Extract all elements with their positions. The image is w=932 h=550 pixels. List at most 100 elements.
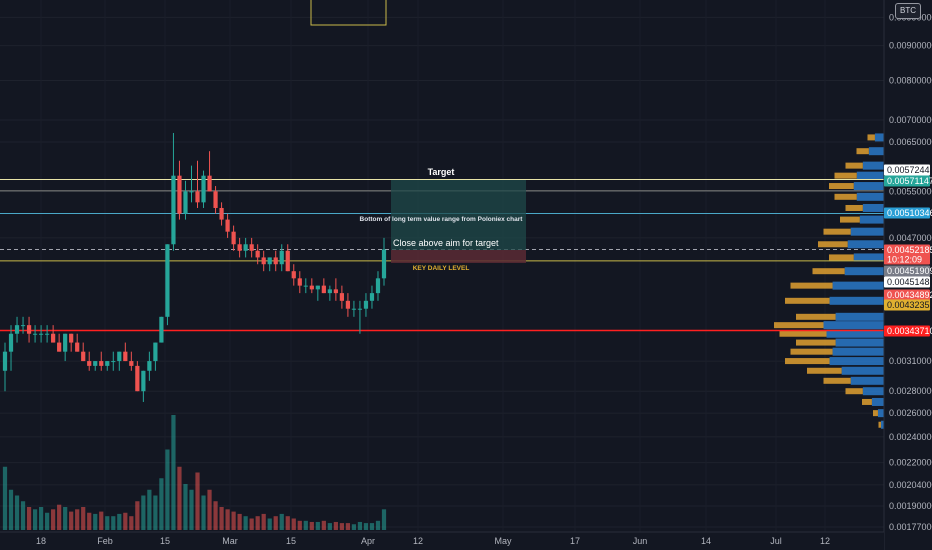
- candle-body: [219, 207, 224, 220]
- time-axis[interactable]: 18 Feb 15 Mar 15 Apr 12 May 17 Jun 14 Jul 12: [0, 531, 884, 550]
- price-tick-label: 0.00220000: [889, 458, 932, 468]
- volume-profile-bar-blue: [853, 182, 884, 191]
- candle-body: [213, 191, 218, 208]
- candle-body: [285, 250, 290, 272]
- time-tick-label: Mar: [222, 536, 238, 546]
- volume-bar: [32, 509, 38, 530]
- candle-body: [135, 365, 140, 392]
- volume-bar: [87, 512, 92, 530]
- volume-bar: [183, 484, 188, 530]
- volume-profile-bar-blue: [832, 281, 884, 290]
- candle-body: [345, 300, 351, 309]
- volume-bar: [225, 509, 230, 530]
- price-tick-label: 0.00650000: [889, 137, 932, 147]
- volume-profile-bar-blue: [871, 397, 884, 406]
- volume-bar: [8, 489, 14, 530]
- candle-body: [249, 244, 254, 251]
- volume-profile-bar-orange: [790, 282, 833, 289]
- candle-body: [261, 257, 266, 265]
- volume-bar: [20, 501, 26, 530]
- volume-bar: [141, 495, 146, 530]
- chart-annotations: Target Bottom of long term value range f…: [310, 0, 526, 272]
- volume-profile-bar-blue: [880, 420, 884, 429]
- price-tick-label: 0.00204000: [889, 480, 932, 490]
- volume-bar: [375, 520, 381, 530]
- volume-profile-bar-blue: [868, 147, 884, 156]
- volume-bar: [261, 513, 266, 530]
- candle-body: [45, 333, 50, 335]
- candle-body: [141, 370, 146, 392]
- volume-bar: [213, 501, 218, 530]
- candle-body: [237, 244, 242, 251]
- time-tick-label: 15: [286, 536, 296, 546]
- volume-bar: [117, 513, 122, 530]
- candle-body: [231, 231, 236, 245]
- candle-body: [291, 271, 296, 279]
- candle-body: [111, 361, 116, 363]
- candle-body: [201, 175, 206, 203]
- price-tick-label: 0.00550000: [889, 186, 932, 196]
- volume-profile-bar-orange: [867, 134, 875, 141]
- volume-profile-bar-orange: [774, 322, 824, 329]
- volume-bar: [219, 507, 224, 530]
- candle-body: [75, 342, 80, 352]
- volume-bar: [255, 516, 260, 530]
- candle-body: [303, 285, 308, 287]
- price-tag-label: 0.00452185: [887, 245, 932, 255]
- candle-body: [225, 219, 230, 232]
- target-label: Target: [428, 167, 455, 177]
- volume-bar: [351, 524, 357, 530]
- value-range-label: Bottom of long term value range from Pol…: [360, 216, 524, 223]
- volume-bar: [99, 511, 104, 530]
- volume-profile-bar-orange: [818, 241, 848, 248]
- price-tick-label: 0.00177000: [889, 522, 932, 532]
- volume-bar: [273, 516, 278, 530]
- volume-profile-bar-blue: [856, 192, 884, 201]
- volume-profile-bar-orange: [829, 183, 854, 190]
- stop-zone-box[interactable]: [391, 250, 526, 263]
- top-note-box[interactable]: [310, 0, 387, 26]
- volume-bar: [195, 472, 200, 530]
- volume-profile-bar-blue: [847, 240, 884, 249]
- candle-body: [99, 361, 104, 366]
- time-axis-bg: [0, 532, 884, 550]
- volume-bar: [81, 507, 86, 530]
- candle-body: [171, 175, 176, 245]
- volume-bar: [105, 516, 110, 530]
- price-tag-bg: [884, 325, 930, 337]
- candle-body: [123, 351, 128, 362]
- volume-bar: [345, 523, 351, 530]
- volume-bar: [243, 516, 248, 530]
- volume-profile-bar-blue: [844, 267, 884, 276]
- volume-bar: [267, 518, 272, 530]
- candle-body: [165, 244, 170, 317]
- volume-profile-bar-blue: [862, 161, 884, 170]
- candlestick-series: [2, 132, 387, 402]
- volume-profile-bar-blue: [832, 347, 884, 356]
- symbol-badge[interactable]: BTC: [895, 3, 921, 19]
- volume-bar: [135, 501, 140, 530]
- volume-bar: [123, 512, 128, 530]
- candle-body: [20, 325, 26, 327]
- volume-bar: [147, 489, 152, 530]
- volume-profile-bar-blue: [856, 171, 884, 180]
- price-tick-label: 0.00800000: [889, 75, 932, 85]
- candle-body: [363, 300, 369, 309]
- volume-bar: [357, 521, 363, 530]
- price-tag-label: 0.00451909: [887, 266, 932, 276]
- candle-body: [189, 191, 194, 193]
- candle-body: [243, 244, 248, 251]
- candle-body: [333, 289, 338, 294]
- volume-profile-bar-orange: [840, 216, 860, 223]
- candle-body: [207, 175, 212, 192]
- candle-body: [2, 351, 8, 371]
- price-tag-label: 0.00571147: [887, 176, 932, 186]
- volume-profile-bar-blue: [823, 321, 884, 330]
- volume-profile-bar-blue: [850, 376, 884, 385]
- volume-profile-bar-orange: [856, 148, 869, 155]
- time-tick-label: 18: [36, 536, 46, 546]
- candle-body: [93, 361, 98, 366]
- target-zone-box[interactable]: [391, 180, 526, 250]
- price-tag-bg: [884, 289, 930, 301]
